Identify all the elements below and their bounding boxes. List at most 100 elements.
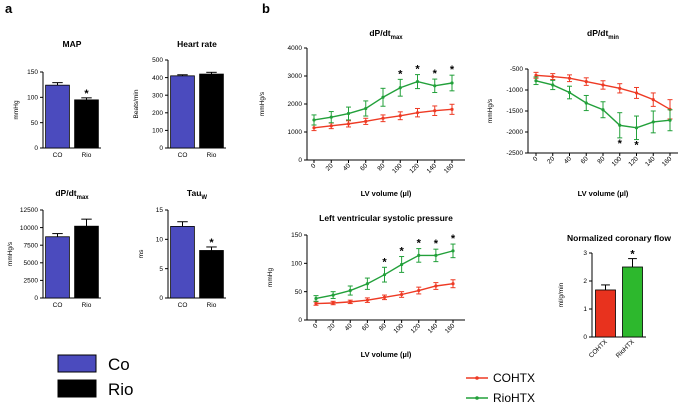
y-tick-label: 50 [31, 120, 39, 127]
legend-marker-cohtx [475, 376, 479, 380]
y-tick-label: 400 [152, 75, 163, 82]
data-point-riohtx [534, 79, 538, 83]
x-tick-label: 120 [627, 155, 640, 168]
data-point-riohtx [434, 253, 438, 257]
data-point-cohtx [312, 126, 316, 130]
x-tick-label: 40 [563, 155, 573, 165]
x-tick-label: 20 [326, 322, 336, 332]
data-point-cohtx [348, 300, 352, 304]
x-tick-label: 140 [644, 155, 657, 168]
legend-b: COHTX RioHTX [466, 371, 535, 405]
y-axis-label: mmHg/s [259, 91, 266, 116]
data-point-riohtx [348, 288, 352, 293]
legend-label-riohtx: RioHTX [493, 391, 535, 405]
chart-lv-systolic-pressure: Left ventricular systolic pressure mmHg LV… [267, 213, 465, 359]
data-point-cohtx [434, 284, 438, 288]
data-point-riohtx [651, 120, 655, 124]
x-tick-label: 140 [427, 322, 440, 335]
data-point-riohtx [381, 95, 385, 99]
x-tick-label: Rio [82, 152, 92, 159]
bar-co [45, 84, 70, 149]
chart-title-main: Heart rate [177, 39, 217, 49]
y-tick-label: 1 [583, 306, 587, 313]
data-point-cohtx [417, 288, 421, 293]
x-tick-label: 80 [596, 155, 606, 165]
y-tick-label: 0 [34, 295, 38, 302]
x-tick-label: 120 [410, 322, 423, 335]
data-point-cohtx [400, 292, 404, 297]
y-tick-label: -2500 [506, 150, 523, 157]
data-point-riohtx [601, 108, 605, 112]
data-point-cohtx [584, 80, 588, 84]
y-tick-label: 150 [27, 69, 38, 76]
x-tick-label: 160 [661, 155, 674, 168]
data-point-riohtx [618, 123, 622, 127]
data-point-riohtx [433, 84, 437, 88]
data-point-riohtx [567, 90, 572, 95]
x-tick-label: 100 [391, 162, 404, 175]
data-point-cohtx [415, 111, 420, 115]
data-point-cohtx [451, 282, 455, 286]
data-point-riohtx [365, 282, 369, 286]
chart-title-main: dP/dt [55, 188, 76, 198]
data-point-cohtx [551, 74, 555, 79]
x-axis-label: LV volume (µl) [361, 350, 412, 359]
data-point-riohtx [329, 115, 333, 119]
data-point-riohtx [346, 111, 351, 116]
x-tick-label: 20 [325, 162, 335, 172]
x-tick-label: 80 [376, 162, 386, 172]
bar-riohtx [622, 266, 643, 338]
data-point-cohtx [365, 298, 369, 302]
y-tick-label: 150 [291, 232, 302, 239]
y-tick-label: 0 [298, 157, 302, 164]
chart-dpdt-min-line: dP/dtmin mmHg/s LV volume (µl) -2500 -2000 -1… [487, 28, 678, 198]
y-tick-label: 200 [152, 110, 163, 117]
y-tick-label: 50 [295, 289, 303, 296]
data-point-riohtx [331, 293, 335, 297]
y-tick-label: 100 [291, 261, 302, 268]
bar-co [45, 236, 70, 299]
chart-title-subscript: W [201, 195, 207, 201]
y-tick-label: -1500 [506, 108, 523, 115]
y-tick-label: 3 [583, 250, 587, 257]
x-tick-label: Rio [207, 302, 217, 309]
data-point-riohtx [450, 81, 454, 85]
data-point-riohtx [415, 80, 420, 84]
data-point-riohtx [668, 118, 672, 122]
data-point-cohtx [329, 124, 333, 128]
data-point-riohtx [551, 83, 555, 87]
data-point-riohtx [398, 86, 402, 90]
y-tick-label: 10000 [20, 225, 38, 232]
significance-marker: * [399, 246, 404, 258]
x-tick-label: 120 [408, 162, 421, 175]
data-point-riohtx [364, 106, 368, 111]
data-point-riohtx [312, 118, 316, 122]
y-tick-label: 2000 [288, 101, 303, 108]
legend-label-cohtx: COHTX [493, 371, 535, 385]
bar-co [170, 226, 195, 299]
data-point-riohtx [382, 273, 387, 277]
significance-marker: * [634, 140, 639, 152]
x-tick-label: CO [178, 152, 188, 159]
chart-title: dP/dtmax [369, 28, 403, 41]
significance-marker: * [84, 88, 89, 100]
y-tick-label: 0 [34, 145, 38, 152]
data-point-cohtx [634, 91, 639, 95]
y-tick-label: -500 [510, 66, 523, 73]
data-point-cohtx [651, 98, 655, 102]
data-point-cohtx [314, 301, 318, 306]
chart-normalized-coronary-flow: Normalized coronary flow ml/g/min 0 1 2 3 COHT… [558, 233, 671, 360]
data-point-riohtx [451, 249, 455, 253]
x-tick-label: 60 [361, 322, 371, 332]
y-axis-label: mmHg [13, 100, 20, 120]
y-tick-label: 3000 [288, 73, 303, 80]
significance-marker: * [417, 238, 422, 250]
y-axis-label: mmHg/s [487, 98, 494, 123]
x-tick-label: CO [53, 302, 63, 309]
data-point-cohtx [381, 116, 385, 120]
x-tick-label: CO [178, 302, 188, 309]
chart-title: Left ventricular systolic pressure [319, 213, 453, 223]
chart-title-main: Tau [187, 188, 201, 198]
chart-title: Heart rate [177, 39, 217, 49]
